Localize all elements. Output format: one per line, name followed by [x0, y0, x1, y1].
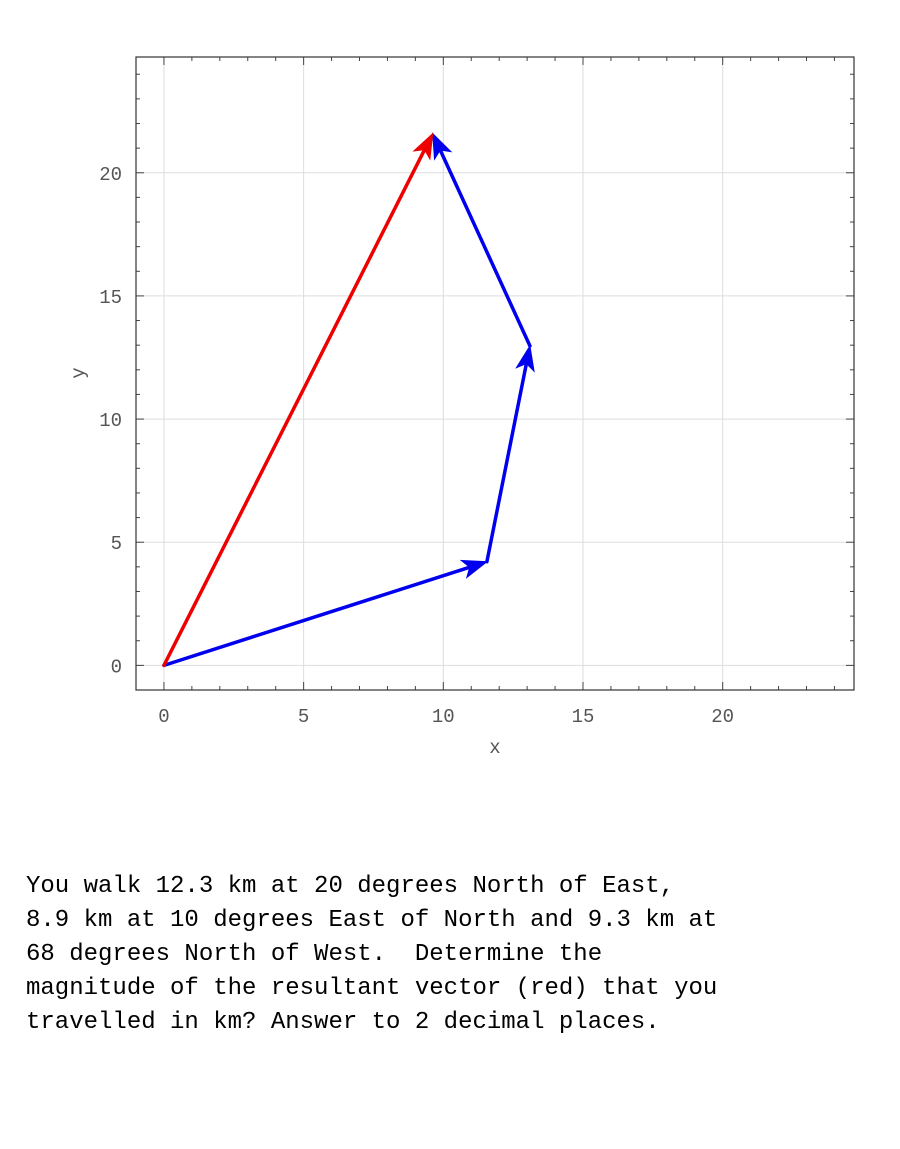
- vectors: [162, 132, 535, 668]
- axis-ticks: [135, 57, 854, 691]
- component-vector-3-shaft: [439, 150, 532, 348]
- y-tick-label: 10: [99, 410, 122, 432]
- component-vector-1: [162, 559, 489, 668]
- component-vector-2: [485, 344, 535, 564]
- resultant-vector: [162, 132, 434, 668]
- grid-lines: [136, 57, 854, 690]
- x-tick-label: 5: [298, 706, 309, 728]
- component-vector-3: [432, 132, 532, 348]
- question-line: You walk 12.3 km at 20 degrees North of …: [26, 873, 675, 900]
- vector-chart: 0 5 10 15 20 0 5 10 15 20 x y: [68, 56, 855, 759]
- x-tick-label: 0: [158, 706, 169, 728]
- y-axis-label: y: [68, 367, 90, 378]
- x-tick-label: 10: [432, 706, 455, 728]
- component-vector-2-head: [515, 344, 535, 373]
- component-vector-1-head: [459, 559, 489, 579]
- y-tick-label: 5: [111, 533, 122, 555]
- resultant-vector-head: [412, 132, 434, 161]
- x-tick-label: 20: [711, 706, 734, 728]
- x-axis-label: x: [489, 737, 500, 759]
- resultant-vector-shaft: [162, 149, 426, 668]
- component-vector-1-shaft: [162, 566, 470, 668]
- question-line: 8.9 km at 10 degrees East of North and 9…: [26, 907, 718, 934]
- y-tick-label: 20: [99, 164, 122, 186]
- x-tick-label: 15: [572, 706, 595, 728]
- question-line: magnitude of the resultant vector (red) …: [26, 975, 718, 1002]
- plot-frame: [135, 56, 855, 691]
- question-line: travelled in km? Answer to 2 decimal pla…: [26, 1009, 660, 1036]
- y-tick-label: 15: [99, 287, 122, 309]
- component-vector-2-shaft: [485, 363, 528, 564]
- y-tick-label: 0: [111, 656, 122, 678]
- tick-labels: 0 5 10 15 20 0 5 10 15 20: [99, 164, 734, 728]
- question-text: You walk 12.3 km at 20 degrees North of …: [26, 870, 886, 1040]
- question-line: 68 degrees North of West. Determine the: [26, 941, 603, 968]
- component-vector-3-head: [432, 132, 453, 161]
